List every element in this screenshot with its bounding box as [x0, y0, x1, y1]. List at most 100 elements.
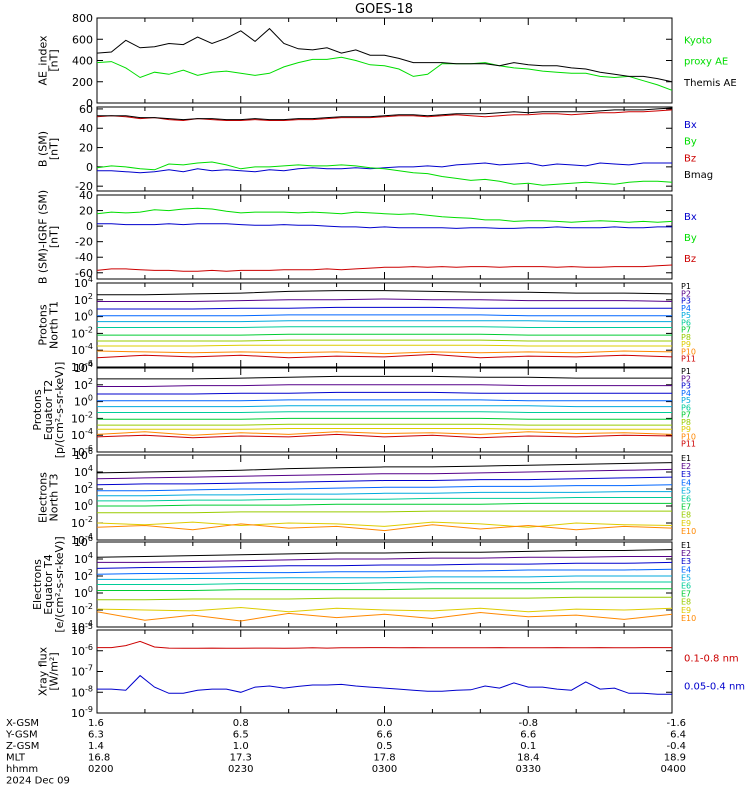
y-tick-label: 10-2: [71, 602, 93, 617]
legend-item: E1: [681, 541, 691, 550]
y-tick-label: 106: [74, 534, 93, 549]
legend-item: E8: [681, 598, 691, 607]
footer-value: 0330: [516, 764, 541, 775]
series-line-p3: [97, 391, 672, 395]
series-line-e1: [96, 462, 673, 474]
y-tick-label: 102: [74, 377, 93, 392]
legend-item: E5: [681, 573, 691, 582]
panel-frame: [96, 17, 673, 104]
y-axis-label: [p/(cm²-s-sr-keV)]: [53, 362, 66, 459]
y-tick-label: 10-2: [71, 325, 93, 340]
series-line-p9: [97, 344, 672, 347]
y-tick-label: 0: [86, 220, 93, 233]
y-axis-label: [W/m²]: [48, 652, 61, 690]
series-line-by: [96, 161, 673, 186]
footer-value: 1.0: [233, 741, 249, 752]
y-axis-label: [nT]: [48, 226, 61, 248]
legend-item: Themis AE: [683, 78, 737, 89]
legend-item: E5: [681, 486, 691, 495]
series-line-e3: [96, 561, 673, 569]
y-tick-label: 10-4: [71, 342, 93, 357]
legend-item: E10: [681, 527, 696, 536]
y-tick-label: 0: [86, 161, 93, 174]
legend-item: P4: [681, 304, 691, 313]
legend-item: E9: [681, 519, 691, 528]
footer-value: 18.9: [664, 753, 686, 764]
series-line-themis-ae: [96, 27, 673, 83]
legend-item: E7: [681, 590, 691, 599]
legend-item: P5: [681, 396, 691, 405]
series-line-p8: [97, 339, 672, 342]
series-line-e9: [96, 521, 673, 528]
y-tick-label: 104: [74, 464, 93, 479]
y-tick-label: 600: [72, 33, 93, 46]
series-line-p10: [96, 350, 673, 355]
legend-item: E2: [681, 549, 691, 558]
footer-value: -0.8: [518, 718, 538, 729]
series-line-p9: [97, 428, 672, 430]
y-tick-label: 104: [74, 551, 93, 566]
series-line-p7: [97, 333, 672, 336]
legend-item: E8: [681, 511, 691, 520]
legend-item: E3: [681, 470, 691, 479]
series-line-e9: [96, 606, 673, 613]
footer-value: -1.6: [666, 718, 686, 729]
series-line-p6: [97, 411, 672, 413]
series-line-0-1-0-8-nm: [97, 640, 672, 649]
footer-value: 6.3: [88, 730, 104, 741]
legend-item: By: [684, 233, 697, 244]
panel-frame: [96, 282, 673, 368]
series-line-p2: [97, 384, 672, 387]
footer-value: 18.4: [517, 753, 539, 764]
y-axis-label: North T1: [48, 301, 61, 349]
footer-value: 16.8: [88, 753, 110, 764]
y-tick-label: 10-9: [71, 705, 93, 720]
series-line-kyoto: [96, 56, 673, 91]
series-line-e3: [96, 476, 673, 486]
series-line-e10: [96, 523, 673, 532]
footer: X-GSM 1.6 0.8 0.0 -0.8 -1.6 Y-GSM 6.3 6.5 6.6 6.6 6…: [5, 718, 686, 787]
series-line-e7: [97, 588, 672, 591]
legend-item: P5: [681, 311, 691, 320]
series-line-bz: [96, 264, 673, 272]
series-line-p11: [96, 433, 673, 439]
footer-value: 6.5: [233, 730, 249, 741]
panel-2: -20 0 20 40 60 B (SM)[nT] Bx By Bz Bmag: [37, 103, 714, 193]
y-axis-label: [e/(cm²-s-sr-keV)]: [53, 536, 66, 632]
series-line-e1: [96, 549, 673, 558]
series-line-p2: [97, 298, 673, 302]
series-line-p1: [97, 290, 673, 296]
footer-value: 0300: [372, 764, 397, 775]
footer-value: 0230: [228, 764, 253, 775]
legend-item: P3: [681, 297, 691, 306]
legend-item: P10: [681, 432, 696, 441]
footer-value: 0400: [661, 764, 686, 775]
series-line-e5: [97, 491, 672, 497]
y-tick-label: 10-7: [71, 664, 93, 679]
series-line-p4: [97, 399, 672, 402]
panel-frame: [96, 194, 673, 280]
legend-item: E3: [681, 557, 691, 566]
footer-value: 0.8: [233, 718, 249, 729]
legend-item: Bx: [684, 212, 697, 223]
series-line-p5: [97, 320, 672, 323]
footer-value: 0.5: [377, 741, 393, 752]
legend-item: Bz: [684, 153, 696, 164]
y-tick-label: 0: [86, 97, 93, 110]
footer-row-label: MLT: [6, 753, 26, 764]
series-line-p6: [97, 326, 672, 328]
legend-item: E7: [681, 503, 691, 512]
y-tick-label: 102: [74, 568, 93, 583]
footer-value: 0.0: [377, 718, 393, 729]
y-tick-label: 200: [72, 76, 93, 89]
legend-item: P8: [681, 418, 691, 427]
y-tick-label: 40: [79, 122, 93, 135]
y-axis-label: [nT]: [48, 49, 61, 71]
legend-item: P1: [681, 367, 691, 376]
y-axis-label: Xray flux: [37, 646, 50, 696]
y-axis-label: AE_index: [37, 35, 50, 86]
legend-item: P3: [681, 382, 691, 391]
